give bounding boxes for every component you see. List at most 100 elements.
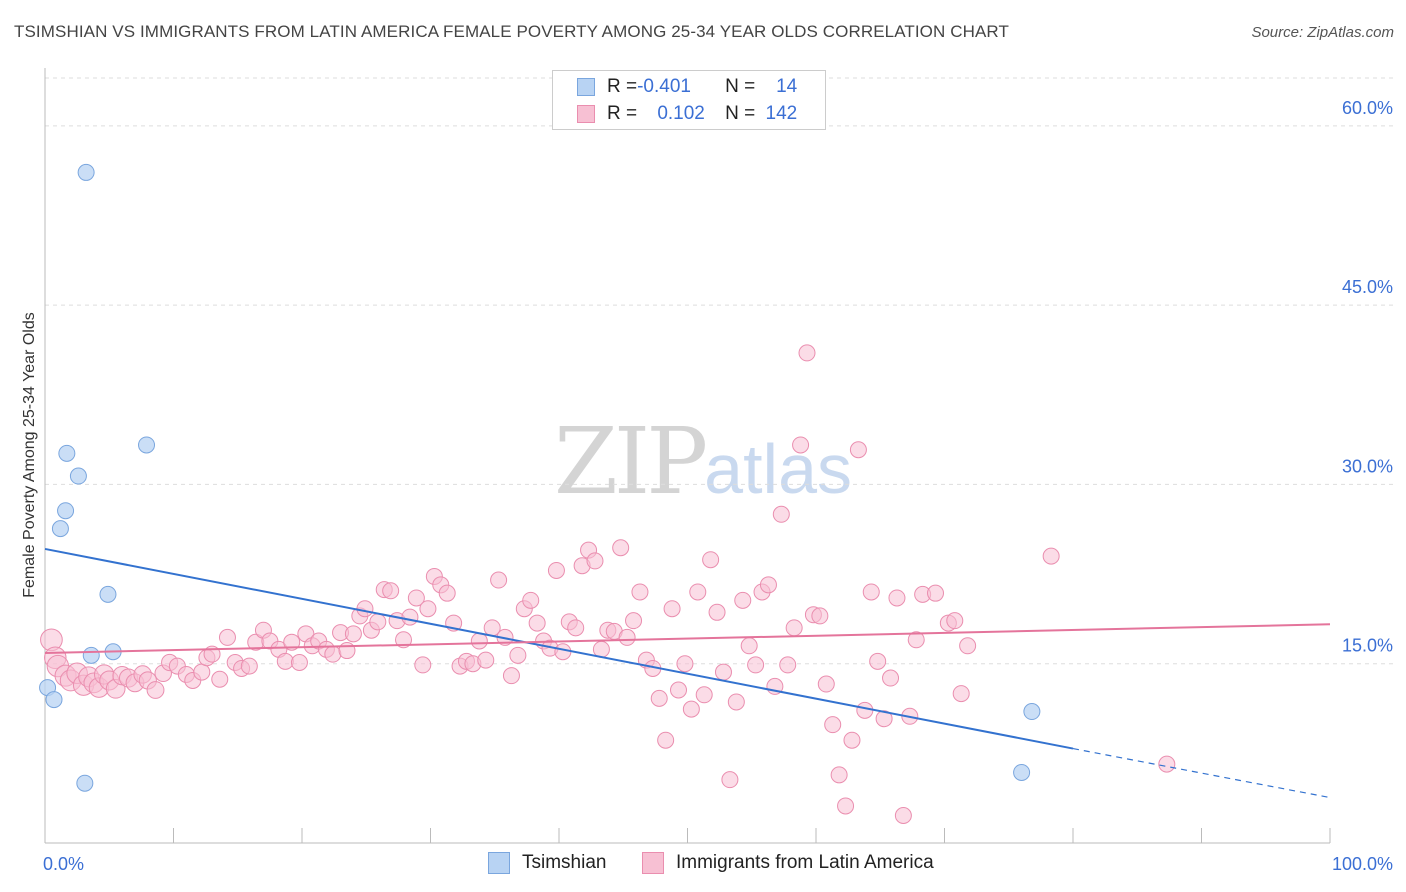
data-point-latin-america bbox=[554, 643, 572, 661]
data-point-latin-america bbox=[817, 675, 835, 693]
legend-row-latin-america: R = 0.102 N = 142 bbox=[577, 102, 797, 126]
data-point-latin-america bbox=[759, 576, 777, 594]
data-point-latin-america bbox=[193, 663, 211, 681]
data-point-tsimshian bbox=[51, 520, 69, 538]
legend-n-value: 14 bbox=[776, 76, 798, 97]
data-point-latin-america bbox=[528, 614, 546, 632]
data-point-latin-america bbox=[676, 655, 694, 673]
data-point-latin-america bbox=[734, 591, 752, 609]
chart-title: TSIMSHIAN VS IMMIGRANTS FROM LATIN AMERI… bbox=[14, 22, 1009, 41]
data-point-latin-america bbox=[657, 731, 675, 749]
legend-row-tsimshian: R = -0.401 N = 14 bbox=[577, 75, 797, 99]
data-point-latin-america bbox=[324, 645, 342, 663]
legend-r-value: 0.102 bbox=[657, 103, 705, 124]
data-point-latin-america bbox=[522, 591, 540, 609]
correlation-legend: R = -0.401 N = 14 R = 0.102 N = 142 bbox=[552, 70, 826, 130]
y-tick-label: 15.0% bbox=[1342, 636, 1393, 656]
x-tick-label: 0.0% bbox=[43, 854, 84, 874]
data-point-latin-america bbox=[211, 670, 229, 688]
trend-lines bbox=[44, 547, 1331, 799]
data-point-latin-america bbox=[830, 766, 848, 784]
data-point-latin-america bbox=[856, 701, 874, 719]
data-point-latin-america bbox=[811, 607, 829, 625]
data-point-latin-america bbox=[907, 631, 925, 649]
data-point-latin-america bbox=[670, 681, 688, 699]
data-point-latin-america bbox=[946, 612, 964, 630]
data-point-tsimshian bbox=[138, 436, 156, 454]
data-point-tsimshian bbox=[1013, 763, 1031, 781]
data-point-latin-america bbox=[618, 628, 636, 646]
data-point-tsimshian bbox=[77, 163, 95, 181]
data-point-tsimshian bbox=[45, 691, 63, 709]
data-point-latin-america bbox=[882, 669, 900, 687]
data-point-latin-america bbox=[509, 646, 527, 664]
data-point-tsimshian bbox=[57, 502, 75, 520]
data-point-latin-america bbox=[708, 603, 726, 621]
data-point-tsimshian bbox=[76, 774, 94, 792]
data-point-latin-america bbox=[1158, 755, 1176, 773]
y-tick-label: 60.0% bbox=[1342, 98, 1393, 118]
legend-item-latin-america: Immigrants from Latin America bbox=[642, 852, 934, 874]
data-point-latin-america bbox=[727, 693, 745, 711]
x-tick-label: 100.0% bbox=[1332, 854, 1393, 874]
data-point-tsimshian bbox=[99, 585, 117, 603]
data-point-tsimshian bbox=[82, 646, 100, 664]
data-point-latin-america bbox=[959, 637, 977, 655]
series-tsimshian-points bbox=[39, 163, 1041, 792]
legend-swatch-blue bbox=[577, 78, 595, 96]
data-point-latin-america bbox=[714, 663, 732, 681]
data-point-latin-america bbox=[875, 710, 893, 728]
data-point-tsimshian bbox=[69, 467, 87, 485]
legend-n-label: N = bbox=[725, 76, 756, 97]
data-point-latin-america bbox=[682, 700, 700, 718]
data-point-latin-america bbox=[612, 539, 630, 557]
legend-r-label: R = bbox=[607, 76, 638, 97]
data-point-latin-america bbox=[837, 797, 855, 815]
data-point-latin-america bbox=[625, 612, 643, 630]
legend-swatch-latin-america bbox=[642, 852, 664, 874]
data-point-tsimshian bbox=[1023, 703, 1041, 721]
legend-swatch-pink bbox=[577, 105, 595, 123]
data-point-latin-america bbox=[502, 667, 520, 685]
data-point-latin-america bbox=[631, 583, 649, 601]
data-point-latin-america bbox=[702, 551, 720, 569]
axes bbox=[44, 68, 1331, 844]
legend-label-tsimshian: Tsimshian bbox=[522, 852, 607, 873]
data-point-latin-america bbox=[740, 637, 758, 655]
data-point-latin-america bbox=[695, 686, 713, 704]
data-point-latin-america bbox=[414, 656, 432, 674]
legend-r-value: -0.401 bbox=[637, 76, 691, 97]
data-point-latin-america bbox=[663, 600, 681, 618]
data-point-latin-america bbox=[290, 654, 308, 672]
data-point-latin-america bbox=[419, 600, 437, 618]
data-point-latin-america bbox=[798, 344, 816, 362]
gridlines bbox=[45, 77, 1394, 665]
data-point-latin-america bbox=[276, 652, 294, 670]
data-point-latin-america bbox=[772, 505, 790, 523]
data-point-latin-america bbox=[344, 625, 362, 643]
data-point-latin-america bbox=[240, 657, 258, 675]
data-point-latin-america bbox=[650, 689, 668, 707]
data-point-latin-america bbox=[338, 642, 356, 660]
trend-line-tsimshian-extension bbox=[1072, 747, 1331, 799]
data-point-latin-america bbox=[792, 436, 810, 454]
series-legend: Tsimshian Immigrants from Latin America bbox=[0, 850, 1406, 878]
data-point-latin-america bbox=[218, 628, 236, 646]
legend-n-value: 142 bbox=[765, 103, 798, 124]
data-point-latin-america bbox=[490, 571, 508, 589]
data-point-latin-america bbox=[401, 608, 419, 626]
data-point-latin-america bbox=[477, 651, 495, 669]
data-point-latin-america bbox=[843, 731, 861, 749]
tick-labels: 15.0% 30.0% 45.0% 60.0% 0.0% 100.0% bbox=[43, 98, 1393, 874]
data-point-latin-america bbox=[407, 589, 425, 607]
data-point-latin-america bbox=[869, 652, 887, 670]
data-point-latin-america bbox=[952, 685, 970, 703]
data-point-latin-america bbox=[785, 619, 803, 637]
data-point-latin-america bbox=[395, 631, 413, 649]
data-point-latin-america bbox=[283, 633, 301, 651]
data-point-latin-america bbox=[689, 583, 707, 601]
data-point-latin-america bbox=[1042, 547, 1060, 565]
data-point-latin-america bbox=[146, 681, 165, 699]
data-point-latin-america bbox=[586, 552, 604, 570]
data-point-tsimshian bbox=[58, 444, 76, 462]
